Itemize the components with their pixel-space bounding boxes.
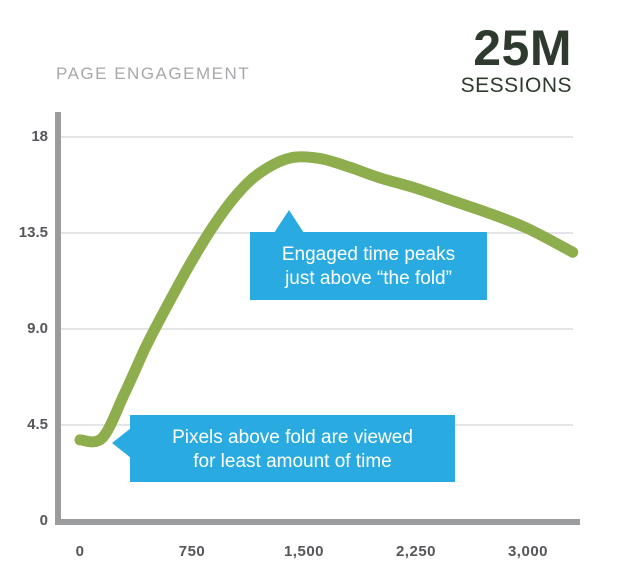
x-tick-750: 750: [178, 543, 206, 560]
peak-callout-pointer-icon: [274, 210, 304, 233]
gridline-9-0: [61, 328, 573, 330]
fold-callout: Pixels above fold are viewed for least a…: [112, 415, 455, 482]
y-tick-18: 18: [31, 128, 48, 145]
x-tick-2250: 2,250: [395, 543, 437, 560]
peak-callout-line1: Engaged time peaks: [281, 244, 456, 265]
y-tick-9-0: 9.0: [27, 320, 48, 337]
y-tick-4-5: 4.5: [27, 416, 48, 433]
gridline-18: [61, 136, 573, 138]
sessions-block: 25M SESSIONS: [460, 20, 572, 98]
y-axis-line: [55, 112, 61, 525]
peak-callout: Engaged time peaks just above “the fold”: [250, 210, 487, 300]
y-tick-0: 0: [39, 512, 48, 529]
y-tick-13-5: 13.5: [18, 224, 48, 241]
x-tick-0: 0: [75, 543, 85, 560]
x-axis-line: [55, 519, 580, 525]
x-tick-1500: 1,500: [283, 543, 325, 560]
fold-callout-line2: for least amount of time: [193, 451, 392, 472]
fold-callout-line1: Pixels above fold are viewed: [172, 427, 413, 448]
sessions-count: 25M: [473, 20, 572, 76]
sessions-label: SESSIONS: [460, 74, 572, 97]
fold-callout-pointer-icon: [112, 428, 131, 458]
peak-callout-line2: just above “the fold”: [285, 268, 452, 289]
x-tick-3000: 3,000: [507, 543, 549, 560]
page-title: PAGE ENGAGEMENT: [56, 64, 251, 83]
